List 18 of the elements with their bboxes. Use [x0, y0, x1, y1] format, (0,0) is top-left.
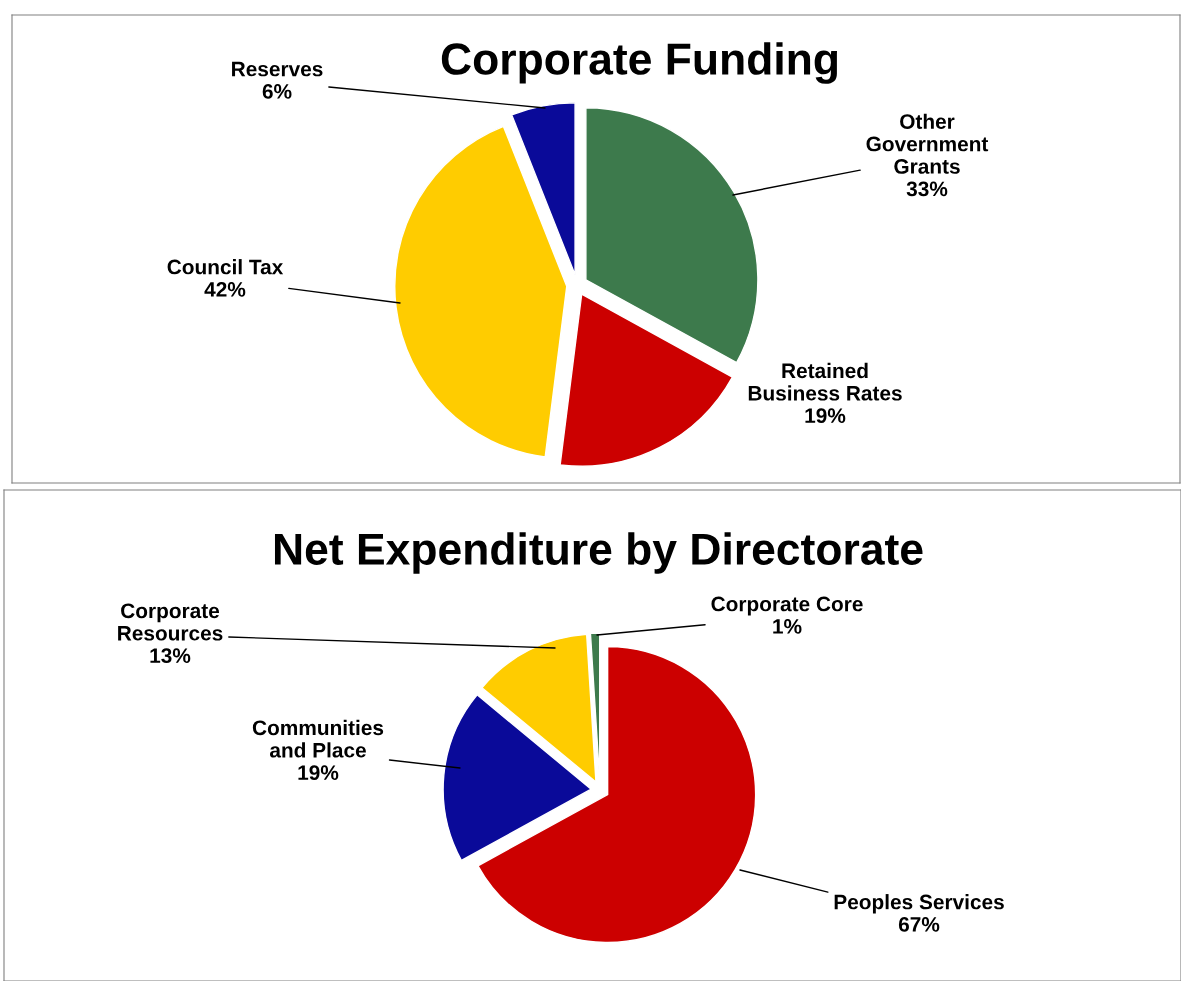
data-label: 19%	[805, 408, 846, 424]
slice-label: Council Tax	[167, 259, 284, 275]
data-label: 13%	[150, 648, 191, 664]
data-label: 6%	[262, 84, 292, 99]
data-label: 19%	[298, 765, 339, 781]
data-label: 67%	[898, 917, 940, 932]
data-label: 1%	[773, 619, 802, 634]
slice-label: Corporate Core	[711, 596, 863, 616]
slice-label: Peoples Services	[834, 894, 1004, 914]
slice-label: Retained Business Rates	[748, 362, 902, 401]
slice-label: Other Government Grants	[866, 113, 989, 174]
slice-label: Communities and Place	[252, 719, 384, 758]
slice-label: Corporate Resources	[118, 603, 223, 641]
data-label: 42%	[204, 282, 246, 297]
chart-title: Net Expenditure by Directorate	[274, 532, 923, 574]
data-label: 33%	[906, 181, 948, 197]
slice-label: Reserves	[232, 61, 323, 77]
chart-title: Corporate Funding	[441, 42, 838, 84]
